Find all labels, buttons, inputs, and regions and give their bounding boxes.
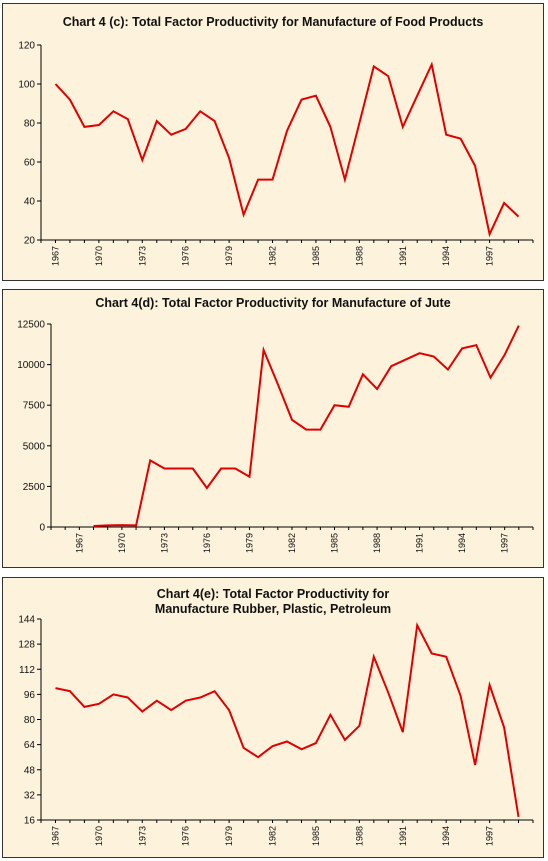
chart-panel-food-products: Chart 4 (c): Total Factor Productivity f…	[2, 3, 544, 281]
chart-panel-rubber-plastic-petroleum: Chart 4(e): Total Factor Productivity fo…	[2, 577, 544, 858]
y-tick-label: 16	[24, 816, 36, 827]
x-tick-label: 1988	[372, 533, 382, 553]
chart-title: Chart 4(e): Total Factor Productivity fo…	[154, 587, 392, 616]
chart-title: Chart 4(d): Total Factor Productivity fo…	[95, 296, 451, 310]
y-tick-label: 80	[24, 715, 36, 726]
series-line	[54, 61, 520, 238]
x-tick-label: 1979	[224, 826, 234, 846]
food-products-line-chart: 20 40 60 80 100 120 1967 1970 1973 1976 1979 1982 19…	[18, 41, 534, 266]
y-tick-label: 96	[24, 690, 36, 701]
y-tick-label: 64	[24, 740, 36, 751]
jute-line-chart: 0 2500 5000 7500 10000 12500 1967 1970 1973 1976 1…	[17, 320, 534, 553]
y-tick-label: 60	[24, 158, 36, 169]
y-tick-label: 120	[18, 41, 35, 52]
x-tick-label: 1967	[74, 533, 84, 553]
series-line	[55, 622, 520, 818]
y-tick-label: 80	[24, 119, 36, 130]
x-tick-label: 1970	[94, 826, 104, 846]
x-tick-label: 1967	[50, 246, 60, 266]
x-tick-label: 1982	[268, 826, 278, 846]
y-tick-label: 5000	[23, 441, 46, 452]
y-tick-label: 2500	[23, 482, 46, 493]
x-tick-label: 1967	[50, 826, 60, 846]
x-tick-label: 1991	[415, 533, 425, 553]
x-tick-label: 1979	[224, 246, 234, 266]
y-tick-label: 48	[24, 765, 36, 776]
x-tick-label: 1991	[398, 246, 408, 266]
x-tick-label: 1982	[287, 533, 297, 553]
x-tick-label: 1988	[354, 246, 364, 266]
x-tick-label: 1970	[94, 246, 104, 266]
x-tick-label: 1997	[500, 533, 510, 553]
y-tick-label: 10000	[17, 360, 45, 371]
y-tick-label: 40	[24, 197, 36, 208]
x-tick-label: 1970	[117, 533, 127, 553]
x-tick-label: 1979	[244, 533, 254, 553]
x-tick-label: 1991	[398, 826, 408, 846]
y-tick-label: 7500	[23, 401, 46, 412]
y-tick-label: 100	[18, 80, 35, 91]
y-tick-label: 128	[18, 640, 35, 651]
x-tick-label: 1985	[311, 246, 321, 266]
y-tick-label: 12500	[17, 320, 45, 331]
x-tick-label: 1973	[137, 826, 147, 846]
rubber-plastic-petroleum-line-chart: 16 32 48 64 80 96 112 128 144 1967 1970 1973 1976 197…	[18, 615, 534, 846]
chart-panel-jute: Chart 4(d): Total Factor Productivity fo…	[2, 289, 544, 568]
chart-title: Chart 4 (c): Total Factor Productivity f…	[62, 15, 484, 29]
x-tick-label: 1973	[137, 246, 147, 266]
x-tick-label: 1994	[441, 246, 451, 266]
x-tick-label: 1976	[181, 826, 191, 846]
x-tick-label: 1976	[202, 533, 212, 553]
x-tick-label: 1994	[457, 533, 467, 553]
x-tick-label: 1985	[330, 533, 340, 553]
y-tick-label: 112	[19, 665, 35, 676]
x-tick-label: 1997	[485, 246, 495, 266]
x-tick-label: 1997	[485, 826, 495, 846]
x-tick-label: 1985	[311, 826, 321, 846]
x-tick-label: 1994	[441, 826, 451, 846]
x-tick-label: 1988	[354, 826, 364, 846]
y-tick-label: 0	[39, 523, 45, 534]
series-line	[93, 325, 520, 527]
x-tick-label: 1973	[159, 533, 169, 553]
y-tick-label: 144	[18, 615, 35, 626]
y-tick-label: 32	[24, 790, 36, 801]
y-tick-label: 20	[24, 236, 36, 247]
x-tick-label: 1982	[268, 246, 278, 266]
x-tick-label: 1976	[181, 246, 191, 266]
